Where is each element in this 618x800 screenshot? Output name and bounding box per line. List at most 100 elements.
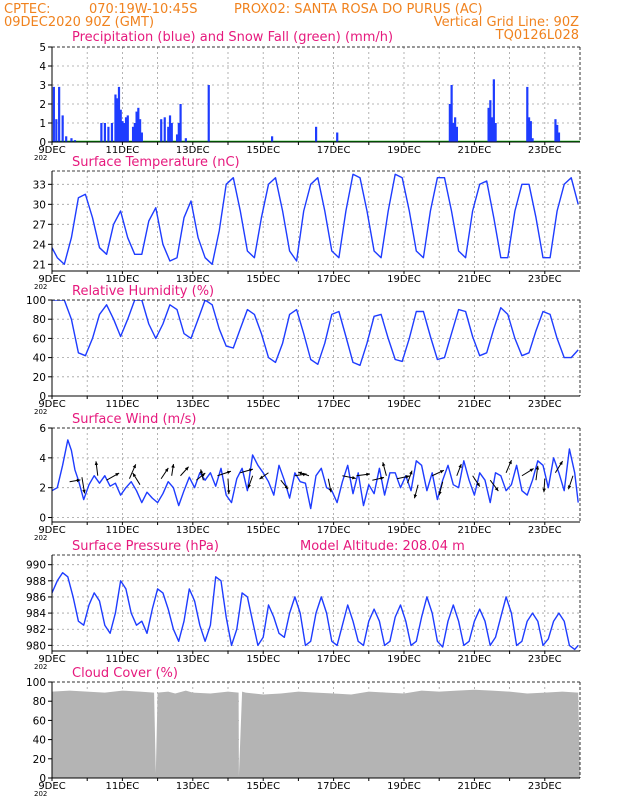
rh-title: Relative Humidity (%) xyxy=(72,284,214,299)
rh-panel: Relative Humidity (%) 0 20 40 60 80 100 9DEC 11… xyxy=(26,284,581,416)
precip-bar xyxy=(121,121,124,142)
precip-bar xyxy=(61,115,64,142)
cloud-xtick-label: 17DEC xyxy=(317,781,351,792)
wind-arrow-head xyxy=(508,460,512,465)
wind-arrow-head xyxy=(458,464,462,468)
precip-year-fragment: 202 xyxy=(34,154,47,162)
precip-plot: 0 1 2 3 4 5 9DEC 11DEC 13DEC 15DEC 17DEC 19DEC 21DEC… xyxy=(34,42,581,162)
cloud-series-group xyxy=(52,689,580,778)
press-ytick-label: 988 xyxy=(26,576,46,588)
press-xtick-label: 17DEC xyxy=(317,654,351,665)
precip-bar xyxy=(116,98,119,142)
wind-title: Surface Wind (m/s) xyxy=(72,412,196,427)
wind-year-fragment: 202 xyxy=(34,534,47,542)
wind-arrow-head xyxy=(76,478,81,483)
press-line xyxy=(52,572,579,651)
temp-year-fragment: 202 xyxy=(34,283,47,291)
wind-panel: Surface Wind (m/s) 0 2 4 6 9DEC 11DEC 13DEC 15D… xyxy=(34,412,581,542)
wind-xtick-label: 17DEC xyxy=(317,525,351,536)
press-xtick-label: 21DEC xyxy=(458,654,492,665)
rh-series-group xyxy=(52,300,579,366)
wind-xtick-label: 9DEC xyxy=(38,525,65,536)
precip-bar xyxy=(556,124,559,142)
precip-bar xyxy=(110,123,114,142)
wind-arrow-head xyxy=(201,473,206,477)
precip-bar xyxy=(107,126,110,142)
wind-xtick-label: 15DEC xyxy=(246,525,280,536)
precip-title: Precipitation (blue) and Snow Fall (gree… xyxy=(72,30,393,45)
precip-bar xyxy=(119,109,122,142)
wind-arrow-head xyxy=(405,475,410,479)
wind-arrow-head xyxy=(413,494,418,499)
rh-ytick-label: 40 xyxy=(33,353,46,365)
precip-bar xyxy=(175,134,179,142)
wind-xtick-label: 13DEC xyxy=(176,525,210,536)
wind-series-group xyxy=(52,439,579,510)
precip-bar xyxy=(454,117,457,142)
press-panel: Surface Pressure (hPa) Model Altitude: 2… xyxy=(26,539,581,671)
wind-arrow-head xyxy=(199,469,204,474)
precip-bar xyxy=(160,119,163,142)
precip-xtick-label: 9DEC xyxy=(38,145,65,156)
wind-arrow-head xyxy=(535,465,540,470)
rh-xtick-label: 23DEC xyxy=(528,399,562,410)
temp-xtick-label: 21DEC xyxy=(458,274,492,285)
temp-ytick-label: 24 xyxy=(33,239,47,251)
precip-bar xyxy=(489,100,492,142)
press-xtick-label: 9DEC xyxy=(38,654,65,665)
precip-bar xyxy=(65,136,68,142)
cloud-ytick-label: 20 xyxy=(33,754,46,766)
rh-xtick-label: 11DEC xyxy=(106,399,140,410)
precip-bar xyxy=(170,123,173,142)
precip-ytick-label: 3 xyxy=(39,80,46,92)
precip-bar xyxy=(448,104,451,142)
rh-ytick-label: 0 xyxy=(39,391,46,403)
header-grid-note: Vertical Grid Line: 90Z xyxy=(434,15,579,30)
precip-bar xyxy=(103,123,106,142)
press-model-altitude: Model Altitude: 208.04 m xyxy=(300,539,465,554)
wind-ytick-label: 6 xyxy=(39,423,46,435)
header-station: PROX02: SANTA ROSA DO PURUS (AC) xyxy=(234,2,483,17)
precip-ytick-label: 4 xyxy=(39,61,46,73)
cloud-xtick-label: 21DEC xyxy=(458,781,492,792)
precip-bar xyxy=(73,140,77,142)
press-xtick-label: 11DEC xyxy=(106,654,140,665)
wind-arrow-head xyxy=(366,472,370,477)
precip-bar xyxy=(557,132,561,142)
wind-arrow-head xyxy=(409,470,413,475)
wind-ytick-label: 0 xyxy=(39,513,46,525)
wind-arrow-head xyxy=(82,489,86,494)
precip-bar xyxy=(271,136,274,142)
temp-panel: Surface Temperature (nC) 21 24 27 30 33 9DEC 1… xyxy=(33,155,581,291)
precip-bar xyxy=(554,119,557,142)
press-xtick-label: 19DEC xyxy=(387,654,421,665)
wind-arrow-head xyxy=(298,471,303,475)
cloud-plot: 0 20 40 60 80 100 9DEC 11DEC 13DEC 15DEC 17DEC 19DE… xyxy=(26,677,581,798)
rh-xtick-label: 13DEC xyxy=(176,399,210,410)
wind-arrow-head xyxy=(352,476,356,480)
wind-ytick-label: 4 xyxy=(39,453,46,465)
precip-xtick-label: 19DEC xyxy=(387,145,421,156)
wind-arrow-head xyxy=(132,464,136,469)
precip-bar xyxy=(117,86,121,142)
precip-xtick-label: 13DEC xyxy=(176,145,210,156)
press-xtick-label: 15DEC xyxy=(246,654,280,665)
press-plot: 980 982 984 986 988 990 9DEC 11DEC 13DEC 15DEC 17D… xyxy=(26,554,581,671)
precip-bar xyxy=(135,111,138,142)
precip-bar xyxy=(114,94,117,142)
precip-ytick-label: 1 xyxy=(39,118,46,130)
wind-arrow-head xyxy=(115,473,120,477)
precip-bar xyxy=(177,123,180,142)
precip-bar xyxy=(529,121,532,142)
rh-year-fragment: 202 xyxy=(34,408,47,416)
press-title: Surface Pressure (hPa) xyxy=(72,539,219,554)
wind-arrow-head xyxy=(259,475,264,480)
wind-arrow-head xyxy=(227,470,231,474)
wind-arrow-head xyxy=(227,490,231,494)
wind-arrow-head xyxy=(164,467,169,472)
rh-xtick-label: 19DEC xyxy=(387,399,421,410)
cloud-panel: Cloud Cover (%) 0 20 40 60 80 100 9DEC 11DEC 13D… xyxy=(26,666,581,798)
cloud-ytick-label: 100 xyxy=(26,677,46,689)
wind-arrow-head xyxy=(382,462,386,467)
